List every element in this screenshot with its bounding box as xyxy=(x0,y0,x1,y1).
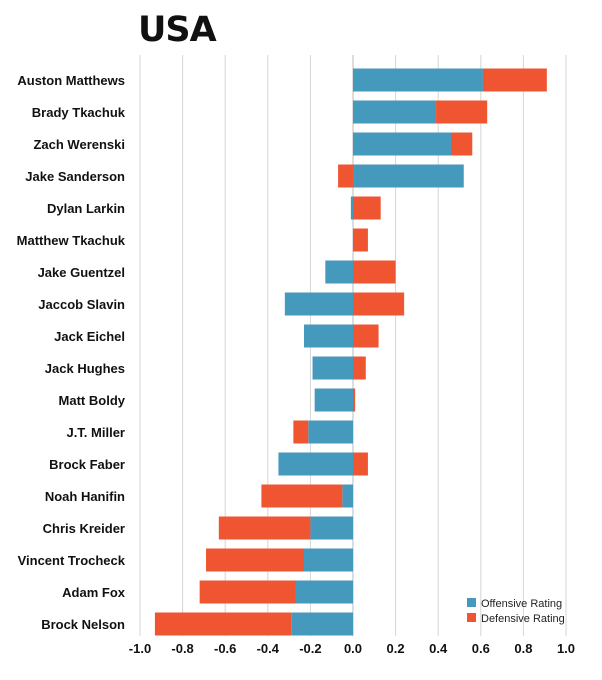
defensive-bar xyxy=(353,452,368,476)
x-tick-label: -0.6 xyxy=(214,641,236,656)
player-label: Jake Guentzel xyxy=(38,265,125,280)
player-label: Vincent Trocheck xyxy=(18,553,126,568)
x-tick-label: 0.0 xyxy=(344,641,362,656)
defensive-bar xyxy=(353,324,379,348)
offensive-bar xyxy=(304,548,353,572)
x-tick-label: 0.4 xyxy=(429,641,448,656)
offensive-bar xyxy=(314,388,353,412)
defensive-bar xyxy=(154,612,292,636)
player-label: Matthew Tkachuk xyxy=(17,233,126,248)
legend-swatch-offensive xyxy=(467,598,476,607)
offensive-bar xyxy=(353,100,437,124)
defensive-bar xyxy=(353,388,356,412)
player-label: Brady Tkachuk xyxy=(32,105,126,120)
x-tick-label: 0.8 xyxy=(514,641,532,656)
offensive-bar xyxy=(295,580,353,604)
player-label: Jaccob Slavin xyxy=(38,297,125,312)
x-tick-label: -1.0 xyxy=(129,641,151,656)
offensive-bar xyxy=(291,612,353,636)
offensive-bar xyxy=(284,292,353,316)
player-label: Brock Nelson xyxy=(41,617,125,632)
offensive-bar xyxy=(310,516,353,540)
offensive-bar xyxy=(342,484,353,508)
x-axis-ticks: -1.0 -0.8 -0.6 -0.4 -0.2 0.0 0.2 0.4 0.6 0.8 1.0 xyxy=(129,641,575,656)
bars xyxy=(154,68,547,636)
x-tick-label: 1.0 xyxy=(557,641,575,656)
player-label: Jake Sanderson xyxy=(25,169,125,184)
player-label: Dylan Larkin xyxy=(47,201,125,216)
x-tick-label: -0.2 xyxy=(299,641,321,656)
player-label: Adam Fox xyxy=(62,585,126,600)
defensive-bar xyxy=(353,356,366,380)
defensive-bar xyxy=(206,548,305,572)
x-tick-label: -0.8 xyxy=(171,641,193,656)
offensive-bar xyxy=(278,452,353,476)
defensive-bar xyxy=(261,484,343,508)
defensive-bar xyxy=(293,420,309,444)
offensive-bar xyxy=(353,68,483,92)
player-label: J.T. Miller xyxy=(66,425,125,440)
offensive-bar xyxy=(350,196,353,220)
offensive-bar xyxy=(308,420,353,444)
defensive-bar xyxy=(199,580,296,604)
player-label: Zach Werenski xyxy=(33,137,125,152)
offensive-bar xyxy=(353,164,464,188)
player-label: Jack Eichel xyxy=(54,329,125,344)
player-label: Chris Kreider xyxy=(43,521,125,536)
player-labels: Auston Matthews Brady Tkachuk Zach Werensk… xyxy=(17,73,126,632)
legend: Offensive Rating Defensive Rating xyxy=(467,598,565,625)
offensive-bar xyxy=(325,260,353,284)
x-tick-label: 0.2 xyxy=(387,641,405,656)
defensive-bar xyxy=(450,132,473,156)
x-tick-label: -0.4 xyxy=(257,641,280,656)
player-label: Jack Hughes xyxy=(45,361,125,376)
legend-swatch-defensive xyxy=(467,613,476,622)
x-tick-label: 0.6 xyxy=(472,641,490,656)
defensive-bar xyxy=(338,164,353,188)
player-label: Noah Hanifin xyxy=(45,489,125,504)
defensive-bar xyxy=(353,260,396,284)
defensive-bar xyxy=(218,516,311,540)
defensive-bar xyxy=(482,68,547,92)
defensive-bar xyxy=(353,228,368,252)
offensive-bar xyxy=(312,356,353,380)
chart-title: USA xyxy=(138,10,217,50)
player-label: Auston Matthews xyxy=(17,73,125,88)
player-label: Matt Boldy xyxy=(59,393,126,408)
legend-label: Defensive Rating xyxy=(481,613,565,625)
offensive-bar xyxy=(353,132,451,156)
defensive-bar xyxy=(436,100,488,124)
defensive-bar xyxy=(353,196,381,220)
legend-label: Offensive Rating xyxy=(481,598,562,610)
player-label: Brock Faber xyxy=(49,457,125,472)
defensive-bar xyxy=(353,292,405,316)
offensive-bar xyxy=(304,324,353,348)
